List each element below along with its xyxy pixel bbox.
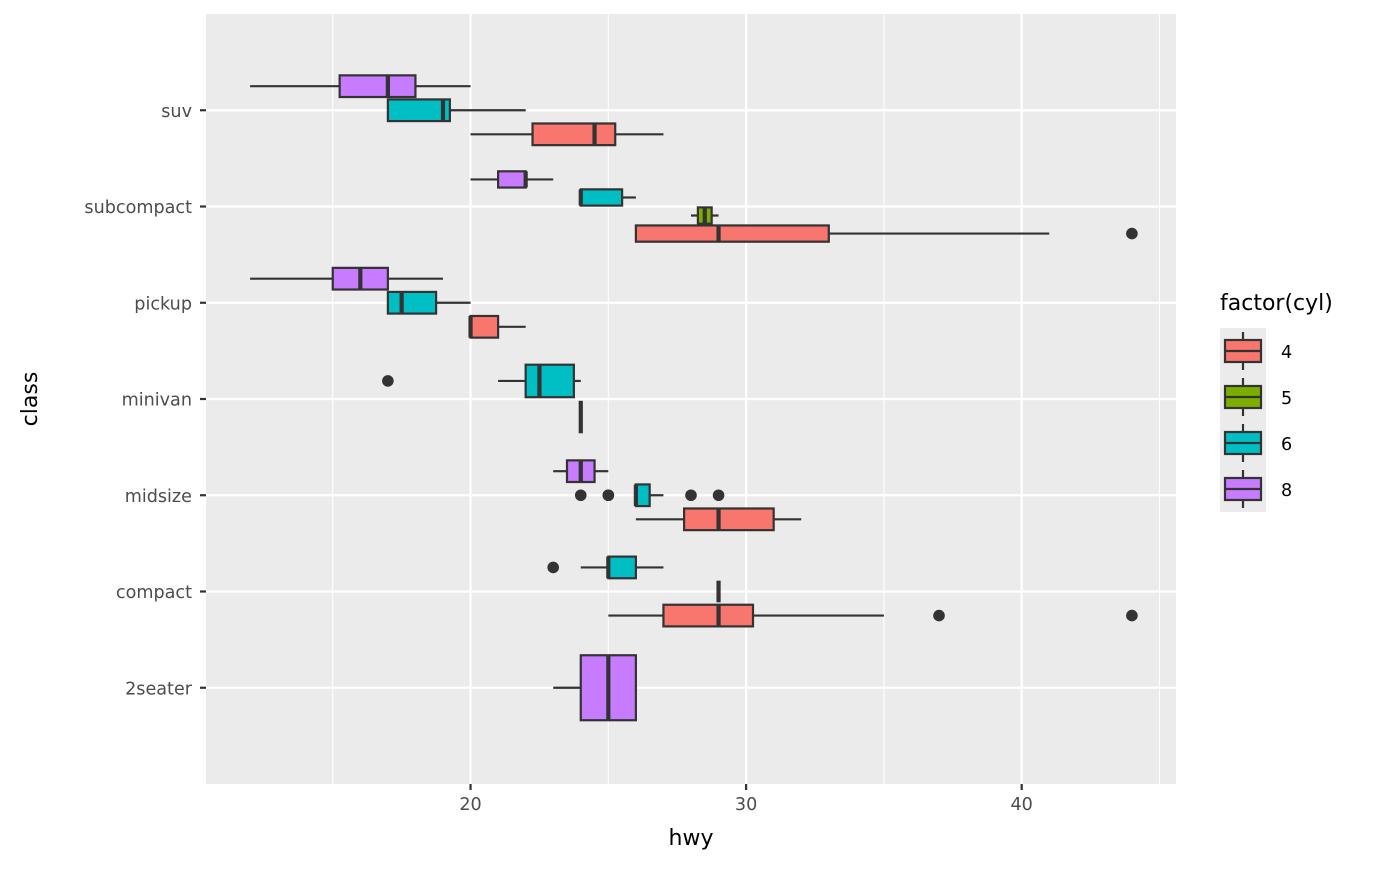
box-subcompact-cyl8 xyxy=(470,170,554,189)
x-axis-title: hwy xyxy=(669,826,714,851)
box-iqr xyxy=(386,98,451,123)
box-iqr xyxy=(497,170,527,189)
box-pickup-cyl4 xyxy=(468,314,526,339)
legend-key-cyl6: 6 xyxy=(1220,420,1292,466)
y-tick-label: minivan xyxy=(122,391,192,411)
legend-title: factor(cyl) xyxy=(1220,291,1333,316)
legend: factor(cyl) 4 5 6 8 xyxy=(1220,291,1333,512)
legend-key-label: 4 xyxy=(1281,343,1292,363)
box-pickup-cyl6 xyxy=(386,290,471,315)
outlier-point xyxy=(602,489,615,502)
box-iqr xyxy=(683,507,775,532)
box-subcompact-cyl4 xyxy=(634,224,1138,243)
box-subcompact-cyl5 xyxy=(691,206,719,225)
outlier-point xyxy=(574,489,587,502)
y-tick-label: 2seater xyxy=(125,679,193,699)
y-axis-title: class xyxy=(18,372,43,427)
legend-keys: 4 5 6 8 xyxy=(1220,328,1292,512)
x-tick-label: 20 xyxy=(459,795,481,815)
box-iqr xyxy=(469,314,500,339)
box-midsize-cyl6 xyxy=(574,483,725,508)
box-iqr xyxy=(386,290,438,315)
marks-layer xyxy=(250,74,1138,722)
legend-key-cyl8: 8 xyxy=(1220,466,1292,512)
legend-key-cyl4: 4 xyxy=(1220,328,1292,374)
legend-key-label: 6 xyxy=(1281,435,1292,455)
outlier-point xyxy=(382,375,394,387)
box-iqr xyxy=(524,363,575,399)
box-pickup-cyl8 xyxy=(250,266,443,291)
legend-key-label: 8 xyxy=(1281,481,1292,501)
box-iqr xyxy=(579,188,624,207)
box-iqr xyxy=(634,224,830,243)
outlier-point xyxy=(547,561,560,574)
outlier-point xyxy=(1126,609,1138,622)
box-suv-cyl4 xyxy=(470,122,664,147)
y-tick-label: compact xyxy=(116,583,192,603)
y-tick-label: suv xyxy=(161,102,192,122)
grid-layer xyxy=(206,14,1176,784)
y-tick-label: subcompact xyxy=(84,198,192,218)
y-tick-label: midsize xyxy=(125,487,192,507)
box-iqr xyxy=(607,555,637,580)
box-iqr xyxy=(531,122,617,147)
box-iqr xyxy=(662,603,755,628)
box-midsize-cyl4 xyxy=(635,507,802,532)
box-compact-cyl4 xyxy=(608,603,1138,628)
box-suv-cyl6 xyxy=(386,98,526,123)
outlier-point xyxy=(685,489,697,502)
legend-key-cyl5: 5 xyxy=(1220,374,1292,420)
y-tick-label: pickup xyxy=(134,294,192,314)
box-midsize-cyl8 xyxy=(553,459,609,484)
box-iqr xyxy=(338,74,417,99)
outlier-point xyxy=(1126,227,1138,240)
x-tick-label: 40 xyxy=(1010,795,1032,815)
box-subcompact-cyl6 xyxy=(578,188,636,207)
x-tick-label: 30 xyxy=(735,795,757,815)
outlier-point xyxy=(712,489,725,502)
box-compact-cyl6 xyxy=(547,555,664,580)
box-minivan-cyl6 xyxy=(382,363,581,399)
axes-layer: 20 30 40 2seater compact midsize minivan pickup… xyxy=(84,102,1032,815)
legend-key-label: 5 xyxy=(1281,389,1292,409)
box-2seater-cyl8 xyxy=(553,654,637,722)
box-suv-cyl8 xyxy=(250,74,471,99)
outlier-point xyxy=(933,609,945,622)
